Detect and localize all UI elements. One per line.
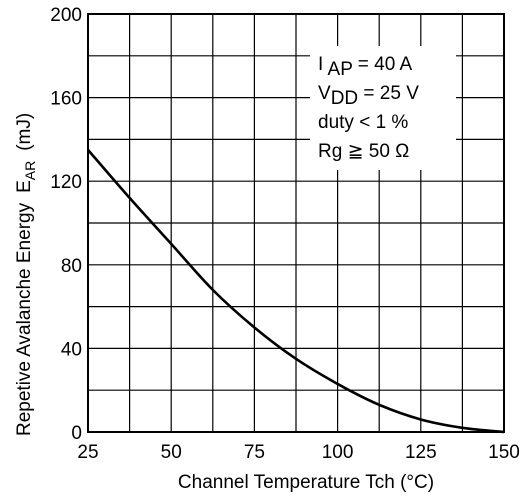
tick-labels: 25 50 75 100 125 150 0 40 80 120 160 200 [50,5,520,463]
y-tick-label: 120 [50,172,82,193]
y-axis-title-unit: (mJ) [14,113,35,151]
annotations: I AP = 40 A VDD = 25 V duty < 1 % Rg ≧ 50 Ω [310,46,456,170]
y-tick-label: 160 [50,89,82,110]
annotation-line: duty < 1 % [318,112,408,133]
annotation-background [310,46,456,170]
series-line [87,148,505,434]
y-axis-title-symbol: E [14,180,35,193]
annotation-line: I AP = 40 A [318,54,413,80]
x-tick-label: 150 [488,442,520,463]
y-tick-label: 80 [61,256,82,277]
x-tick-label: 100 [322,442,354,463]
y-tick-label: 200 [50,5,82,26]
plot-frame [87,13,505,433]
series [87,148,505,434]
x-tick-label: 125 [405,442,437,463]
annotation-line: Rg ≧ 50 Ω [318,141,409,162]
svg-text:Repetive Avalanche EnergyEAR(m: Repetive Avalanche Energy EAR (mJ) [14,113,38,436]
x-tick-label: 50 [161,442,182,463]
y-axis-title-text: Repetive Avalanche Energy [14,202,35,436]
y-axis-title-symbol-sub: AR [22,161,38,180]
annotation-line: VDD = 25 V [318,83,419,109]
x-axis-title: Channel Temperature Tch (°C) [178,472,434,493]
x-tick-label: 25 [77,442,98,463]
x-tick-label: 75 [244,442,265,463]
y-tick-label: 40 [61,339,82,360]
y-axis-title: Repetive Avalanche Energy EAR (mJ) [14,113,38,436]
y-tick-label: 0 [71,423,82,444]
